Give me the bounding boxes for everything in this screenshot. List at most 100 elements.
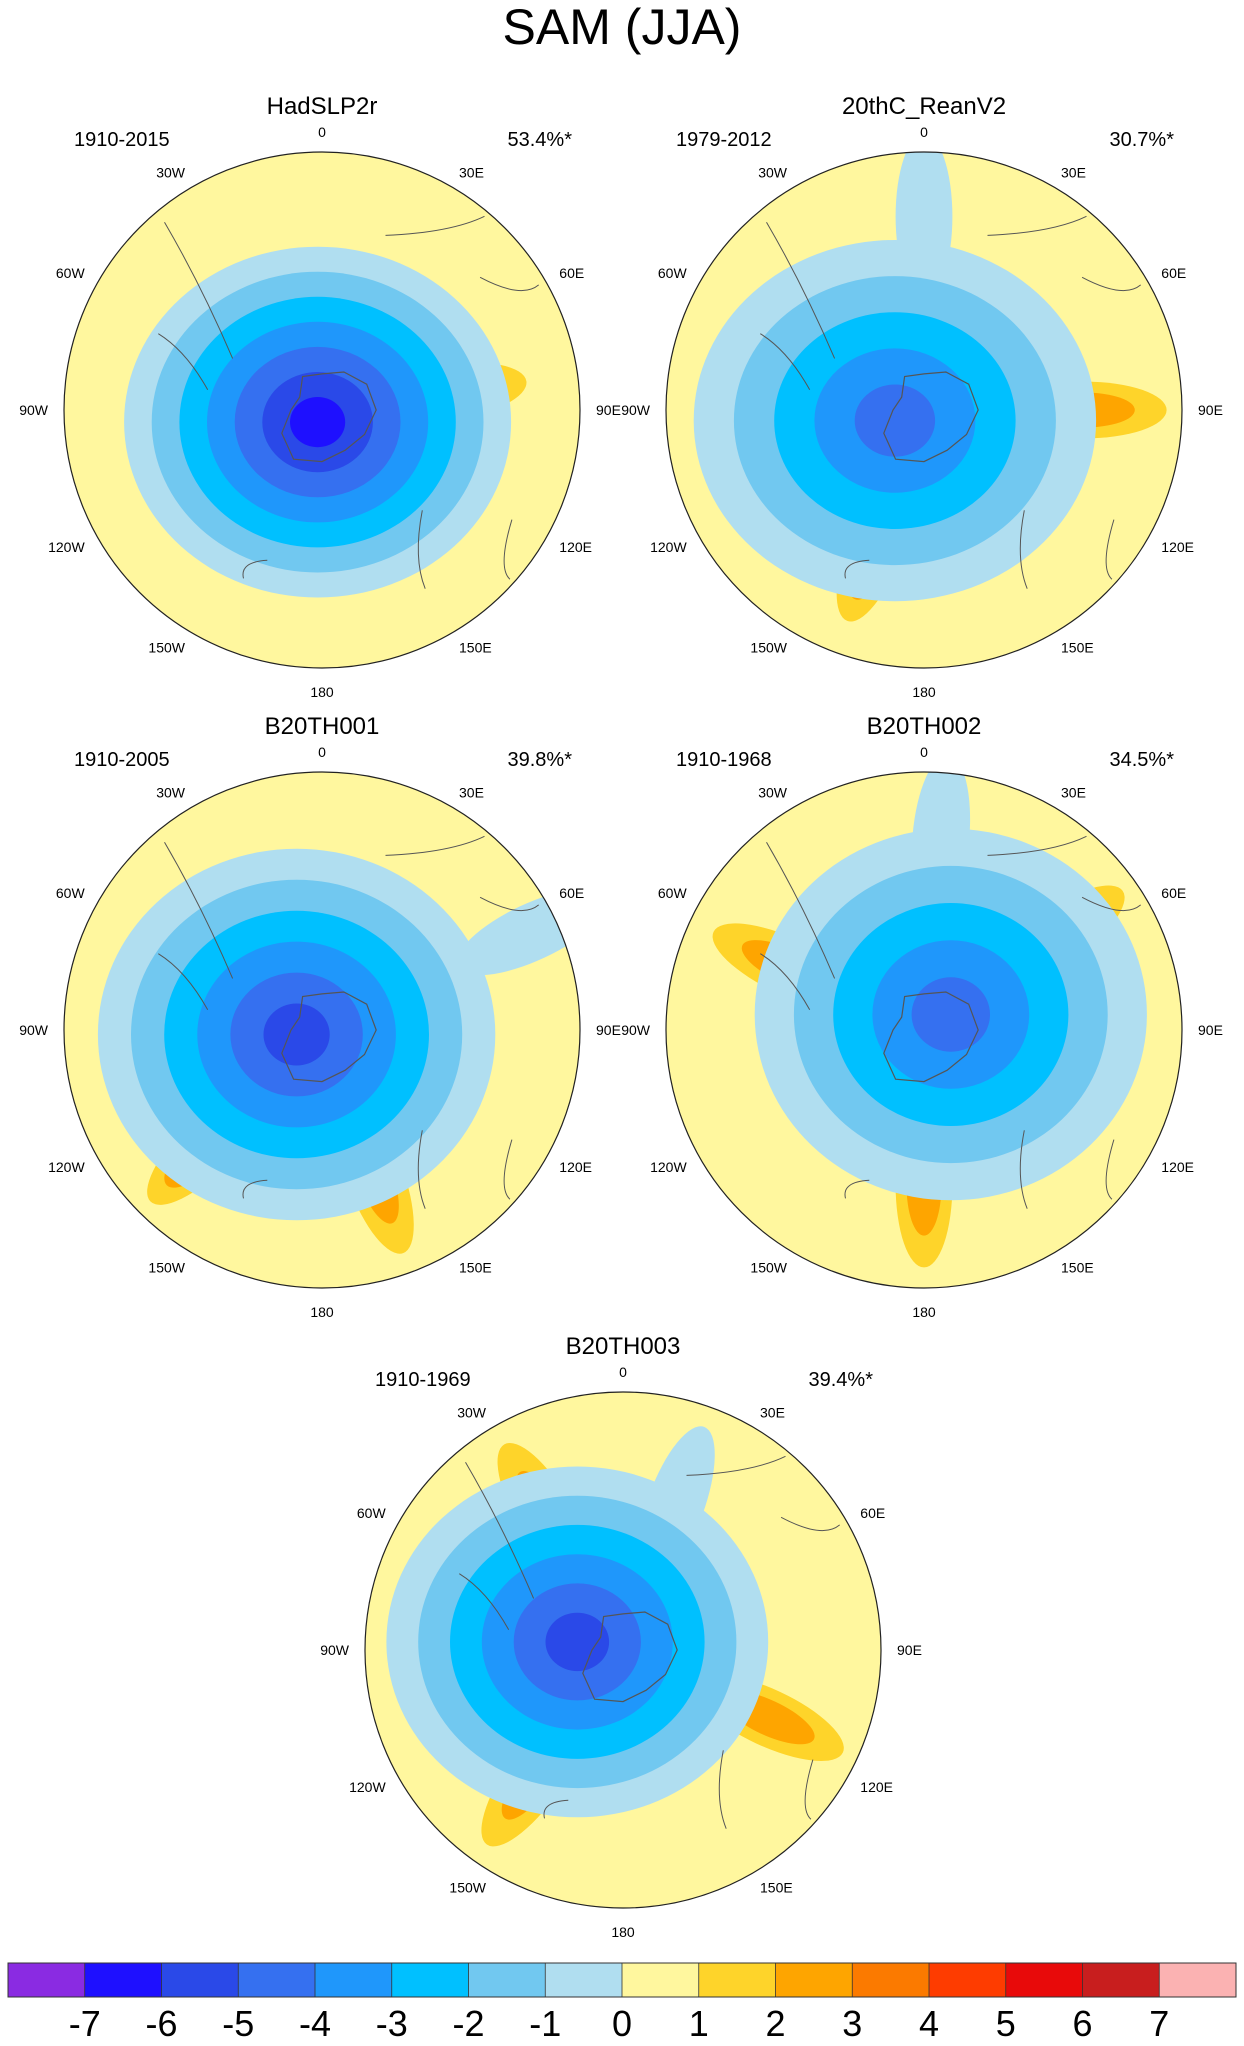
longitude-label: 150E (1061, 1259, 1094, 1275)
coastline-segment (242, 559, 268, 579)
contour-band (545, 1612, 610, 1672)
coastline-segment (987, 835, 1087, 856)
coastline-segment (385, 835, 485, 856)
longitude-label: 60W (658, 885, 688, 901)
coastline-segment (766, 841, 836, 979)
coastline-segment (465, 1461, 535, 1599)
panel-variance: 39.4%* (809, 1369, 874, 1391)
colorbar-box (1005, 1963, 1083, 1997)
longitude-label: 60E (1161, 265, 1186, 281)
coastline-segment (987, 215, 1087, 236)
colorbar-box (775, 1963, 853, 1997)
longitude-label: 180 (310, 684, 334, 700)
colorbar-tick-label: 5 (996, 2003, 1016, 2044)
panel-title: B20TH003 (566, 1333, 681, 1360)
map-panel: 0 30E 60E 90E 120E 150E 180 150W 120W 90W 60W 30W B2… (621, 713, 1223, 1320)
panel-years: 1910-2005 (74, 749, 170, 771)
coastline-segment (844, 1179, 870, 1199)
longitude-label: 60E (559, 885, 584, 901)
colorbar-box (391, 1963, 469, 1997)
coastline-segment (164, 841, 234, 979)
coastline-segment (804, 1759, 814, 1820)
contour-band (854, 384, 936, 457)
coastline-segment (417, 510, 426, 589)
longitude-label: 30E (459, 165, 484, 181)
colorbar-tick-label: 0 (612, 2003, 632, 2044)
colorbar-tick-label: 1 (689, 2003, 709, 2044)
colorbar-box (545, 1963, 623, 1997)
colorbar-tick-label: -4 (299, 2003, 331, 2044)
longitude-label: 0 (318, 124, 326, 140)
coastline-segment (718, 1750, 727, 1829)
colorbar-box (84, 1963, 162, 1997)
longitude-label: 120E (860, 1779, 893, 1795)
longitude-label: 60W (56, 265, 86, 281)
map-panel: 0 30E 60E 90E 120E 150E 180 150W 120W 90W 60W 30W 20… (621, 93, 1223, 700)
colorbar-tick-label: 6 (1072, 2003, 1092, 2044)
panel-years: 1910-2015 (74, 129, 170, 151)
colorbar-tick-label: 7 (1149, 2003, 1169, 2044)
longitude-label: 180 (611, 1924, 635, 1940)
panel-years: 1979-2012 (676, 129, 772, 151)
longitude-label: 30W (457, 1405, 487, 1421)
longitude-label: 90E (596, 1022, 621, 1038)
longitude-label: 150E (459, 639, 492, 655)
longitude-label: 0 (920, 744, 928, 760)
colorbar-tick-label: -2 (452, 2003, 484, 2044)
longitude-label: 120E (559, 539, 592, 555)
longitude-label: 90W (19, 1022, 49, 1038)
longitude-label: 120E (1161, 1159, 1194, 1175)
panel-years: 1910-1968 (676, 749, 772, 771)
longitude-label: 90E (1198, 402, 1223, 418)
longitude-label: 180 (912, 1304, 936, 1320)
colorbar-tick-label: -1 (529, 2003, 561, 2044)
antarctica-coastline (281, 991, 377, 1083)
colorbar-tick-label: -5 (222, 2003, 254, 2044)
antarctica-coastline (883, 371, 979, 463)
coastline-segment (242, 1179, 268, 1199)
longitude-label: 60E (559, 265, 584, 281)
colorbar-tick-label: 4 (919, 2003, 939, 2044)
coastline-segment (479, 276, 540, 292)
longitude-label: 90W (621, 1022, 651, 1038)
colorbar-box (238, 1963, 316, 1997)
coastline-segment (543, 1799, 569, 1819)
longitude-label: 120E (1161, 539, 1194, 555)
longitude-label: 150E (1061, 639, 1094, 655)
longitude-label: 150W (750, 1259, 787, 1275)
longitude-label: 90E (897, 1642, 922, 1658)
coastline-segment (1081, 276, 1142, 292)
map-panel: 0 30E 60E 90E 120E 150E 180 150W 120W 90W 60W 30W B2… (19, 713, 621, 1320)
longitude-label: 60E (1161, 885, 1186, 901)
coastline-segment (1019, 1130, 1028, 1209)
coastline-segment (844, 559, 870, 579)
longitude-label: 60E (860, 1505, 885, 1521)
longitude-label: 150W (148, 639, 185, 655)
panel-variance: 34.5%* (1110, 749, 1175, 771)
colorbar-box (8, 1963, 86, 1997)
contour-field (124, 215, 540, 598)
panel-title: HadSLP2r (267, 93, 378, 120)
map-border (665, 771, 1183, 1289)
longitude-label: 30W (758, 165, 788, 181)
colorbar-tick-label: -3 (376, 2003, 408, 2044)
longitude-label: 30E (1061, 785, 1086, 801)
longitude-label: 120W (650, 539, 687, 555)
coastline-segment (1105, 519, 1115, 580)
panel-title: B20TH002 (867, 713, 982, 740)
contour-field (386, 1426, 844, 1847)
panel-title: 20thC_ReanV2 (842, 93, 1006, 120)
coastline-segment (780, 1516, 841, 1532)
colorbar: -7 -6 -5 -4 -3 -2 -1 0 1 2 3 4 5 6 7 (7, 1962, 1237, 2044)
contour-field (712, 772, 1147, 1268)
map-border (665, 151, 1183, 669)
longitude-label: 150E (459, 1259, 492, 1275)
contour-field (97, 835, 580, 1254)
longitude-label: 90W (621, 402, 651, 418)
coastline-segment (158, 953, 209, 1011)
longitude-label: 150W (148, 1259, 185, 1275)
longitude-label: 90E (1198, 1022, 1223, 1038)
longitude-label: 150W (750, 639, 787, 655)
longitude-label: 120W (349, 1779, 386, 1795)
map-panel: 0 30E 60E 90E 120E 150E 180 150W 120W 90W 60W 30W Ha… (19, 93, 621, 700)
